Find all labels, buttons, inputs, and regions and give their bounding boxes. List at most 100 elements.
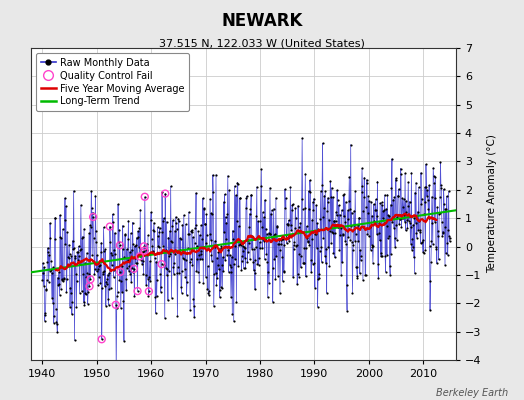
Point [381,268,390,275]
Point [420,199,429,205]
Point [443,252,452,258]
Point [416,227,424,234]
Point [324,194,332,201]
Point [234,262,243,269]
Point [405,212,413,218]
Point [74,243,83,250]
Point [89,214,97,220]
Point [314,276,322,282]
Point [361,271,369,278]
Point [110,274,118,280]
Point [107,250,115,256]
Point [312,202,320,208]
Point [159,218,168,224]
Point [291,205,300,211]
Point [346,237,354,243]
Text: NEWARK: NEWARK [221,12,303,30]
Point [319,140,327,146]
Point [340,191,348,198]
Point [123,246,131,252]
Point [288,202,297,208]
Point [444,226,452,233]
Point [81,260,90,266]
Point [68,311,76,318]
Point [351,188,359,195]
Point [261,236,270,242]
Point [183,250,192,256]
Point [195,278,203,285]
Point [330,218,339,224]
Point [132,242,140,248]
Point [208,258,216,264]
Point [299,206,307,212]
Point [381,253,389,259]
Point [360,174,368,181]
Point [366,246,375,253]
Point [223,210,232,217]
Point [55,280,63,287]
Point [274,273,282,280]
Point [150,254,159,261]
Point [73,278,81,284]
Point [272,253,280,260]
Point [121,231,129,237]
Point [62,288,71,295]
Point [245,224,253,230]
Point [393,237,401,243]
Point [373,231,381,238]
Point [275,241,283,248]
Point [331,230,340,236]
Point [343,307,351,314]
Point [397,224,406,230]
Point [431,173,440,180]
Point [335,211,344,218]
Point [301,205,309,211]
Point [288,207,296,213]
Point [111,251,119,257]
Point [399,196,408,202]
Point [50,236,59,242]
Point [237,267,246,274]
Point [116,269,125,275]
Point [310,195,318,202]
Point [281,195,290,202]
Point [196,256,204,262]
Point [217,284,225,290]
Point [59,275,68,281]
Point [252,244,260,250]
Point [357,252,365,259]
Point [103,281,111,288]
Point [408,246,416,253]
Point [149,248,157,255]
Point [417,240,425,246]
Point [332,218,340,224]
Point [323,199,332,205]
Point [69,246,78,253]
Point [403,202,412,209]
Point [84,288,92,295]
Point [48,270,57,276]
Point [103,275,112,282]
Point [319,214,327,220]
Point [96,280,105,287]
Point [190,302,198,309]
Point [222,236,230,242]
Point [285,238,293,244]
Point [60,217,69,223]
Point [435,210,444,216]
Point [128,265,136,271]
Point [368,212,376,219]
Point [364,193,373,200]
Point [241,245,249,251]
Point [117,263,126,269]
Point [83,300,92,307]
Point [148,243,156,250]
Point [137,246,145,252]
Point [214,262,222,268]
Point [146,258,154,264]
Point [205,231,214,238]
Point [191,225,199,231]
Point [221,214,230,220]
Point [386,271,395,278]
Point [227,268,236,275]
